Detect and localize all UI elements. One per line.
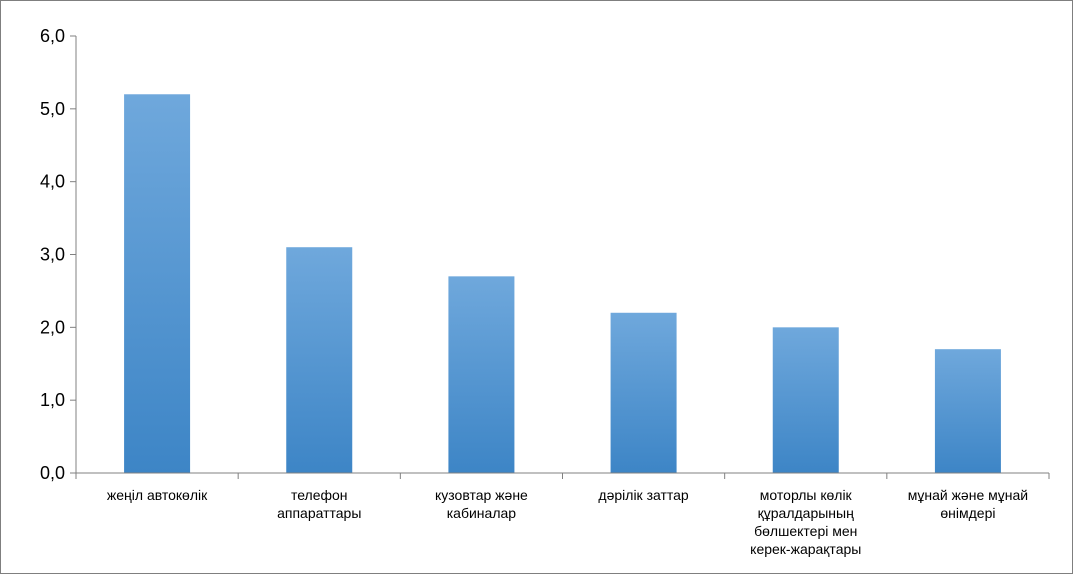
y-axis: 0,0 1,0 2,0 3,0 4,0 5,0 6,0 — [40, 26, 77, 483]
bar — [772, 327, 839, 473]
y-tick-label: 5,0 — [40, 99, 65, 119]
bars — [124, 94, 1001, 474]
x-tick-label: мұнай және мұнай өнімдері — [908, 487, 1028, 521]
x-axis: жеңіл автокөлік телефон аппараттары кузовта… — [75, 472, 1050, 557]
x-tick-label: моторлы көлік құралдарының бөлшектері мен к… — [750, 487, 861, 557]
y-tick-label: 6,0 — [40, 26, 65, 46]
y-tick-label: 4,0 — [40, 172, 65, 192]
bar — [124, 94, 191, 474]
x-tick-label: жеңіл автокөлік — [107, 487, 208, 503]
x-tick-label: дәрілік заттар — [598, 487, 688, 503]
y-tick-label: 0,0 — [40, 463, 65, 483]
x-tick-label: кузовтар және кабиналар — [435, 487, 528, 521]
bar — [610, 312, 677, 473]
bar — [286, 247, 353, 473]
y-tick-label: 3,0 — [40, 245, 65, 265]
y-tick-label: 1,0 — [40, 390, 65, 410]
bar — [448, 276, 515, 473]
y-tick-label: 2,0 — [40, 317, 65, 337]
x-tick-label: телефон аппараттары — [277, 487, 361, 521]
bar — [934, 349, 1001, 473]
